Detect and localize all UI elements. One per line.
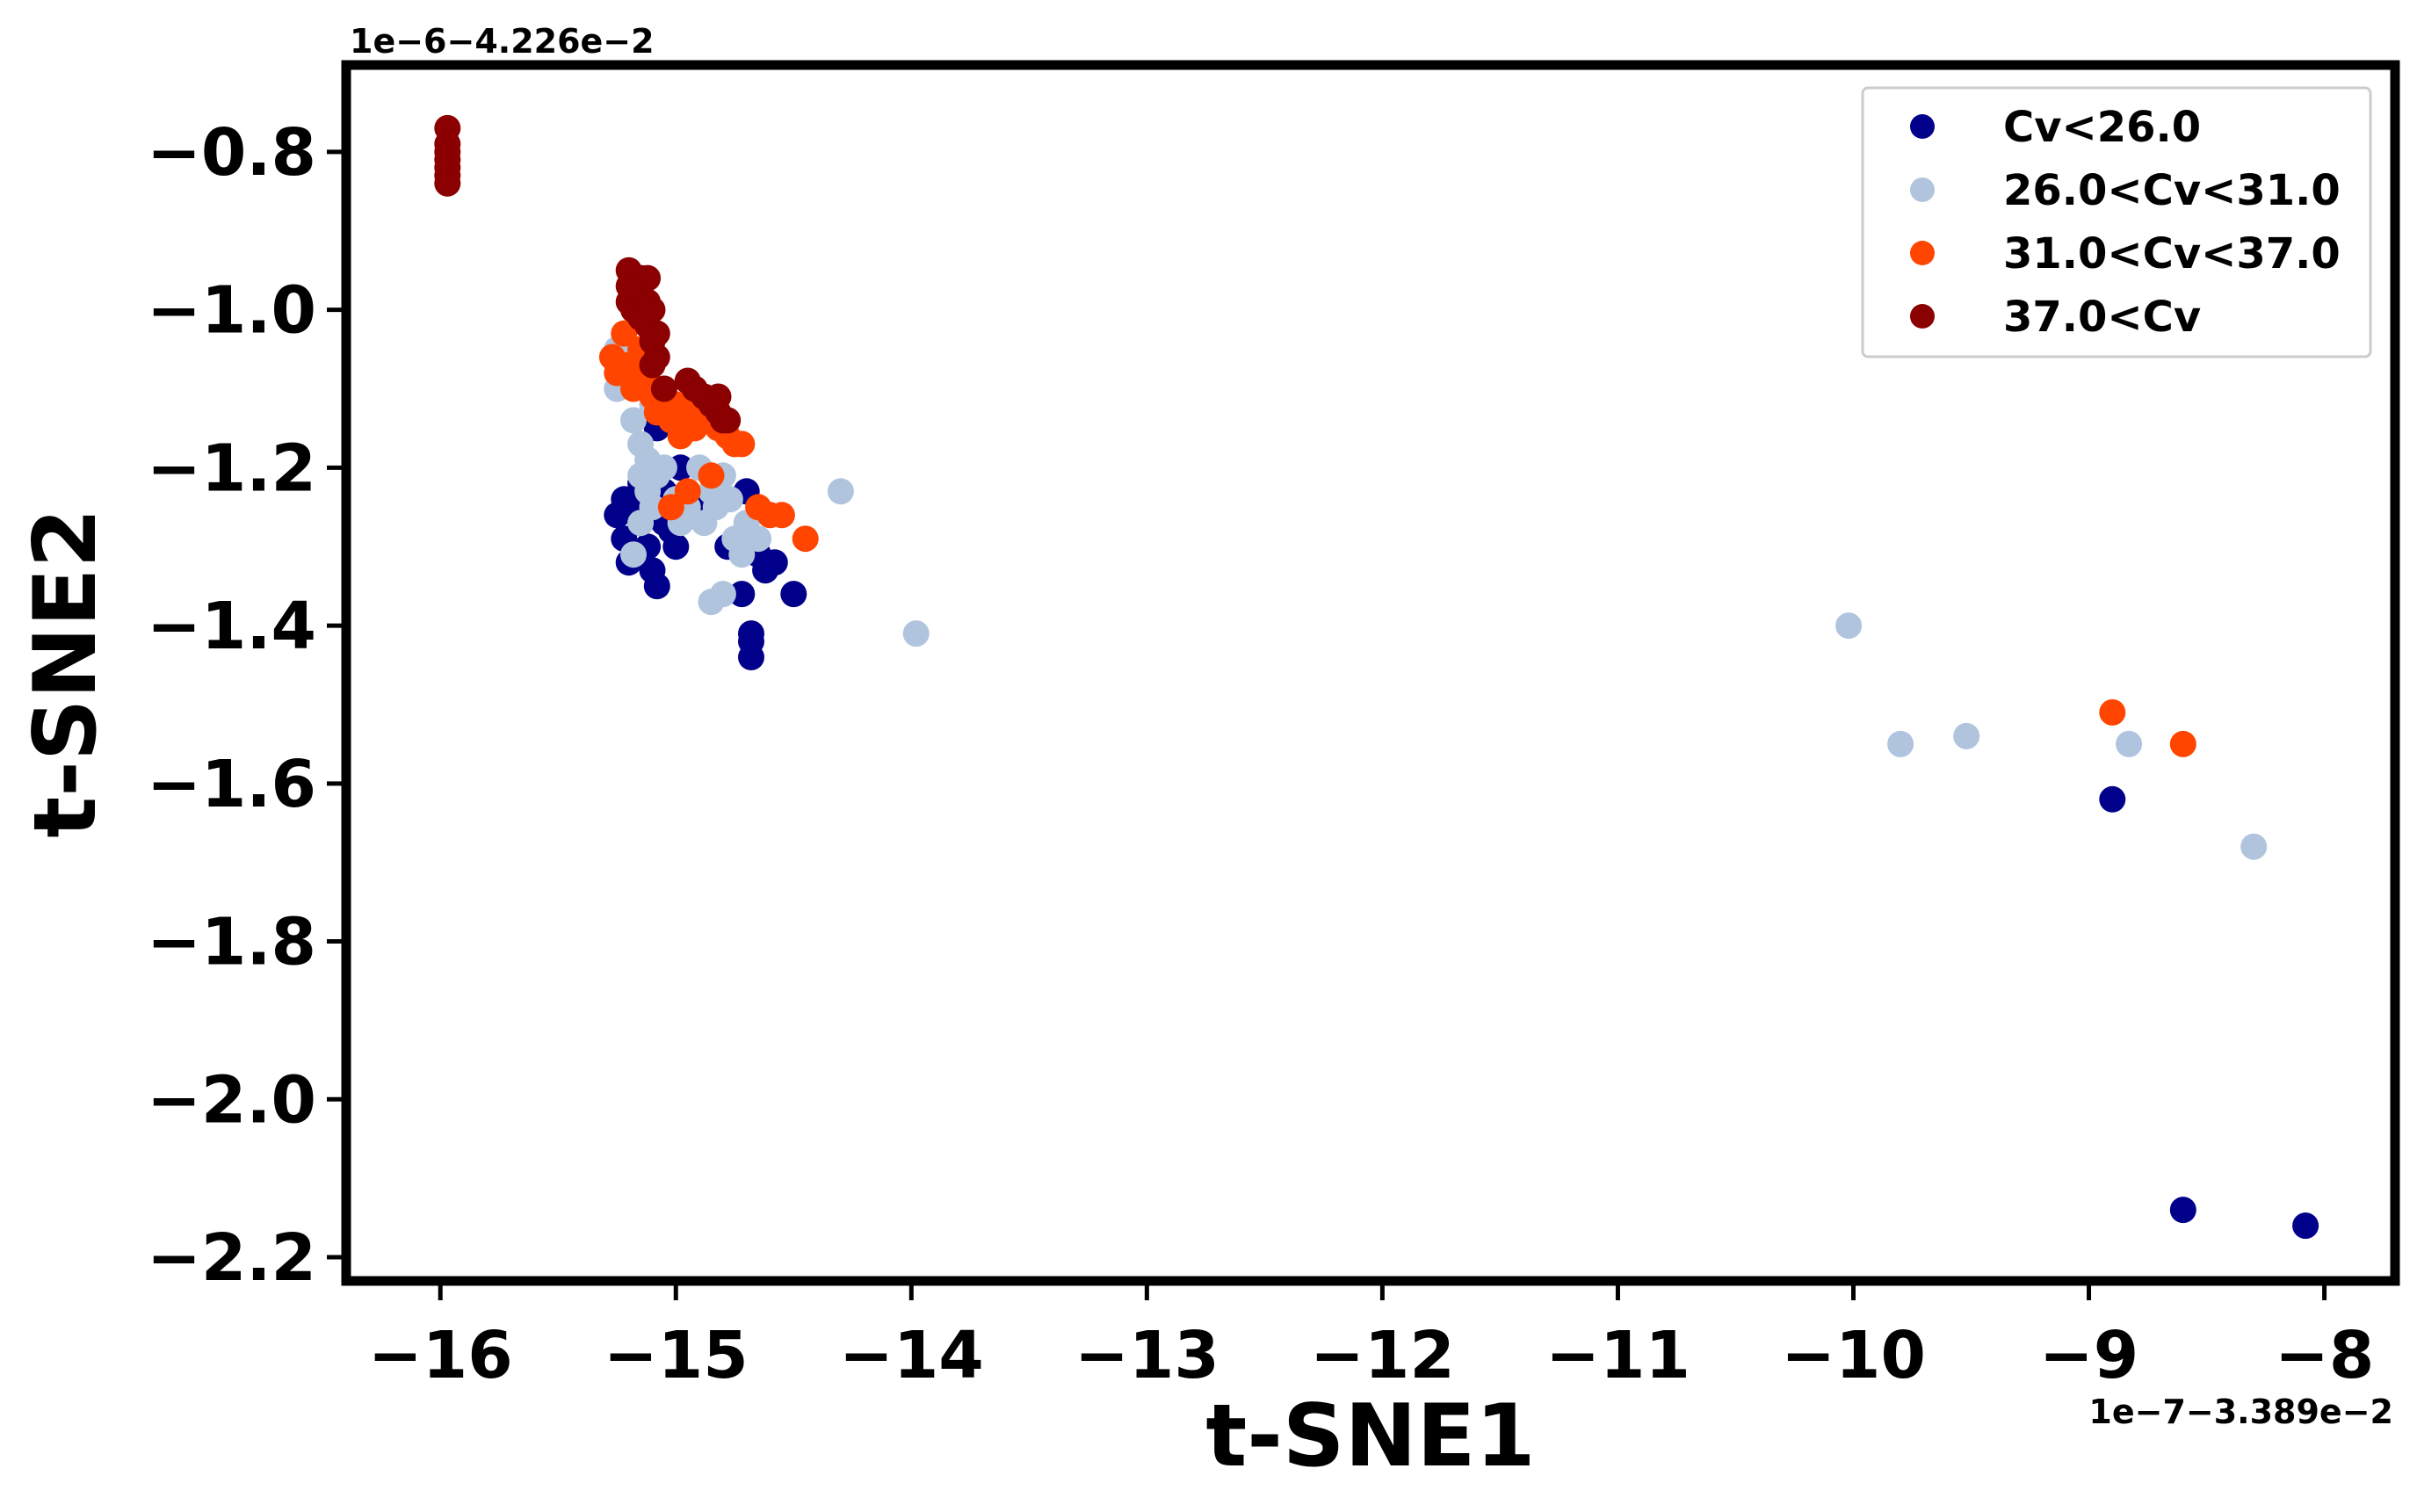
data-point: [714, 407, 742, 434]
data-point: [728, 541, 756, 568]
x-tick-label: −11: [1545, 1318, 1690, 1393]
y-axis-ticks: −0.8 −1.0 −1.2 −1.4 −1.6 −1.8 −2.0 −2.2: [147, 115, 346, 1296]
y-tick-label: −1.0: [147, 273, 316, 349]
y-tick-label: −0.8: [147, 115, 316, 191]
series-4: [434, 114, 742, 434]
data-point: [728, 581, 756, 608]
x-axis-ticks: −16 −15 −14 −13 −12 −11 −10 −9 −8: [368, 1281, 2375, 1393]
x-tick-label: −12: [1310, 1318, 1455, 1393]
legend-marker: [1910, 114, 1935, 139]
data-point: [780, 581, 807, 608]
y-tick-label: −1.8: [147, 905, 316, 980]
data-points: [434, 114, 2319, 1240]
data-point: [1835, 612, 1863, 640]
x-tick-label: −10: [1781, 1318, 1926, 1393]
data-point: [620, 407, 647, 434]
x-tick-label: −14: [839, 1318, 984, 1393]
legend-label: 37.0<Cv: [2003, 293, 2201, 342]
data-point: [738, 644, 764, 670]
data-point: [768, 502, 795, 529]
data-point: [650, 454, 677, 481]
data-point: [1887, 730, 1914, 757]
legend-marker: [1910, 304, 1935, 329]
data-point: [611, 320, 638, 347]
legend: Cv<26.0 26.0<Cv<31.0 31.0<Cv<37.0 37.0<Cv: [1861, 86, 2372, 358]
data-point: [662, 533, 690, 561]
y-tick-label: −2.0: [147, 1062, 316, 1138]
data-point: [827, 478, 854, 505]
x-tick-label: −16: [368, 1318, 513, 1393]
x-tick-label: −9: [2039, 1318, 2139, 1393]
data-point: [698, 589, 725, 616]
data-point: [902, 620, 930, 647]
x-axis-offset-label: 1e−7−3.389e−2: [2088, 1393, 2393, 1431]
data-point: [2099, 785, 2126, 813]
legend-label: 26.0<Cv<31.0: [2003, 166, 2341, 215]
data-point: [761, 549, 788, 576]
data-point: [745, 525, 772, 553]
y-tick-label: −1.2: [147, 430, 316, 506]
legend-marker: [1910, 241, 1935, 265]
data-point: [643, 573, 670, 600]
data-point: [620, 541, 647, 568]
data-point: [1953, 722, 1980, 749]
legend-marker: [1910, 177, 1935, 202]
x-tick-label: −15: [604, 1318, 749, 1393]
data-point: [620, 272, 647, 300]
y-tick-label: −1.4: [147, 589, 316, 664]
data-point: [650, 375, 677, 402]
data-point: [611, 486, 638, 513]
y-tick-label: −1.6: [147, 747, 316, 822]
legend-label: Cv<26.0: [2003, 103, 2201, 152]
data-point: [2116, 730, 2143, 757]
data-point: [2099, 698, 2126, 726]
data-point: [627, 510, 655, 537]
x-tick-label: −8: [2275, 1318, 2375, 1393]
data-point: [643, 320, 670, 347]
x-tick-label: −13: [1075, 1318, 1219, 1393]
data-point: [2240, 833, 2268, 860]
data-point: [2169, 730, 2196, 757]
y-tick-label: −2.2: [147, 1220, 316, 1296]
data-point: [716, 486, 743, 513]
y-axis-offset-label: 1e−6−4.226e−2: [350, 22, 655, 61]
y-axis-label: t-SNE2: [16, 508, 116, 837]
data-point: [639, 296, 666, 323]
data-point: [434, 170, 461, 197]
data-point: [657, 494, 684, 521]
data-point: [643, 344, 670, 371]
data-point: [674, 478, 701, 505]
legend-label: 31.0<Cv<37.0: [2003, 229, 2341, 279]
data-point: [2169, 1197, 2196, 1224]
data-point: [2292, 1212, 2319, 1240]
legend-box: [1861, 86, 2372, 358]
plot-frame: [341, 60, 2400, 1286]
data-point: [728, 430, 756, 458]
data-point: [792, 525, 819, 553]
x-axis-label: t-SNE1: [1205, 1386, 1535, 1487]
data-point: [698, 462, 725, 489]
